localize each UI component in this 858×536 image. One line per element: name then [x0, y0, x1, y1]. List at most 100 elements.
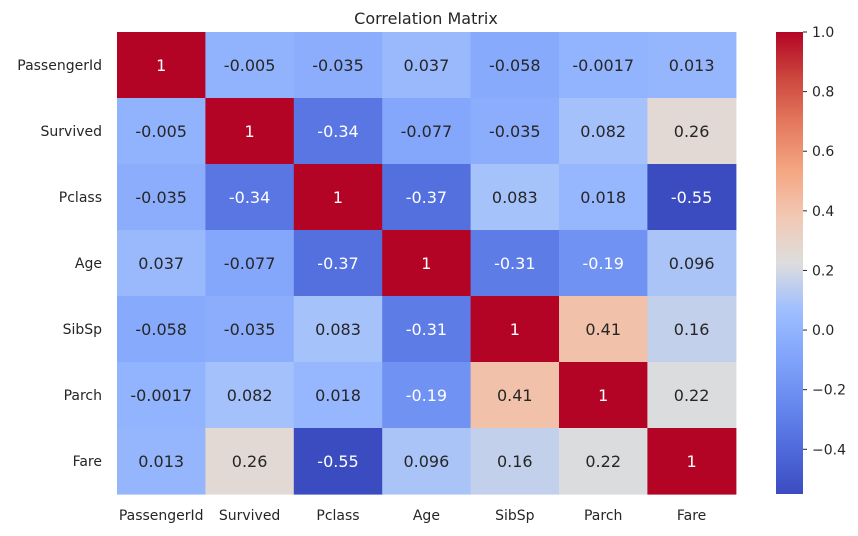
heatmap-cell-5-0: [117, 362, 206, 429]
cell-value-label-5-0: -0.0017: [130, 386, 192, 405]
heatmap-cell-2-2: [293, 164, 383, 231]
cell-value-label-1-5: 0.082: [580, 122, 626, 141]
cell-value-label-4-0: -0.058: [135, 320, 187, 339]
cell-value-label-3-1: -0.077: [224, 254, 276, 273]
cell-value-label-2-3: -0.37: [406, 188, 447, 207]
heatmap-cell-1-4: [470, 98, 560, 165]
cell-value-label-2-2: 1: [333, 188, 343, 207]
y-tick-label-3: Age: [75, 256, 102, 272]
heatmap-cell-5-1: [205, 362, 295, 429]
cell-value-label-3-5: -0.19: [582, 254, 623, 273]
heatmap-cell-4-6: [647, 296, 737, 363]
x-tick-label-1: Survived: [219, 508, 280, 524]
cell-value-label-2-4: 0.083: [492, 188, 538, 207]
x-tick-label-3: Age: [413, 508, 440, 524]
cell-value-label-4-2: 0.083: [315, 320, 361, 339]
cell-value-label-5-6: 0.22: [674, 386, 710, 405]
colorbar-tick-label-6: −0.2: [812, 383, 846, 399]
heatmap-cell-0-6: [647, 32, 737, 99]
heatmap-cell-3-5: [559, 230, 648, 297]
heatmap-cell-1-3: [382, 98, 472, 165]
x-tick-label-2: Pclass: [316, 508, 359, 524]
heatmap-cell-5-2: [293, 362, 383, 429]
cell-value-label-1-0: -0.005: [135, 122, 187, 141]
cell-value-label-1-6: 0.26: [674, 122, 710, 141]
cell-value-label-4-4: 1: [510, 320, 520, 339]
cell-value-label-0-4: -0.058: [489, 56, 541, 75]
cell-value-label-4-3: -0.31: [406, 320, 447, 339]
cell-value-label-4-1: -0.035: [224, 320, 276, 339]
colorbar-tick-label-4: 0.2: [812, 263, 834, 279]
cell-value-label-2-5: 0.018: [580, 188, 626, 207]
cell-value-label-1-3: -0.077: [401, 122, 453, 141]
heatmap-cell-6-6: [647, 428, 737, 495]
y-tick-label-1: Survived: [41, 124, 102, 140]
x-tick-label-0: PassengerId: [119, 508, 204, 524]
cell-value-label-1-1: 1: [245, 122, 255, 141]
heatmap-cell-0-3: [382, 32, 472, 99]
heatmap-cell-0-1: [205, 32, 295, 99]
heatmap-cell-2-4: [470, 164, 560, 231]
cell-value-label-6-1: 0.26: [232, 452, 268, 471]
heatmap-cell-3-2: [293, 230, 383, 297]
heatmap-cell-6-2: [293, 428, 383, 495]
cell-value-label-2-1: -0.34: [229, 188, 270, 207]
cell-value-label-4-5: 0.41: [585, 320, 621, 339]
cell-value-label-0-5: -0.0017: [572, 56, 634, 75]
heatmap-cell-1-2: [293, 98, 383, 165]
cell-value-label-6-3: 0.096: [403, 452, 449, 471]
cell-value-label-3-3: 1: [421, 254, 431, 273]
colorbar-tick-label-2: 0.6: [812, 144, 834, 160]
heatmap-cell-2-6: [647, 164, 737, 231]
colorbar-tick-label-5: 0.0: [812, 323, 834, 339]
x-tick-label-6: Fare: [677, 508, 706, 524]
cell-value-label-5-3: -0.19: [406, 386, 447, 405]
heatmap-cell-5-6: [647, 362, 737, 429]
heatmap-cells: [117, 32, 737, 495]
cell-value-label-0-6: 0.013: [669, 56, 715, 75]
heatmap-cell-2-3: [382, 164, 472, 231]
heatmap-cell-4-3: [382, 296, 472, 363]
cell-value-label-5-4: 0.41: [497, 386, 533, 405]
heatmap-cell-1-6: [647, 98, 737, 165]
colorbar-tick-label-3: 0.4: [812, 204, 834, 220]
cell-value-label-6-0: 0.013: [138, 452, 184, 471]
heatmap-cell-6-3: [382, 428, 472, 495]
heatmap-cell-4-4: [470, 296, 560, 363]
heatmap-cell-0-2: [293, 32, 383, 99]
y-tick-label-5: Parch: [64, 388, 102, 404]
x-axis-tick-labels: PassengerId Survived Pclass Age SibSp Parch Fa…: [119, 508, 706, 524]
chart-title: Correlation Matrix: [354, 9, 498, 28]
heatmap-cell-3-0: [117, 230, 206, 297]
colorbar-tick-label-1: 0.8: [812, 85, 834, 101]
cell-value-label-1-4: -0.035: [489, 122, 541, 141]
colorbar-gradient: [776, 32, 803, 494]
cell-value-label-6-6: 1: [687, 452, 697, 471]
y-axis-tick-labels: PassengerId Survived Pclass Age SibSp Parch Fa…: [17, 58, 102, 470]
y-tick-label-6: Fare: [73, 454, 102, 470]
heatmap-cell-3-3: [382, 230, 472, 297]
heatmap-cell-4-0: [117, 296, 206, 363]
heatmap-cell-3-1: [205, 230, 295, 297]
cell-value-label-5-1: 0.082: [227, 386, 273, 405]
heatmap-cell-2-1: [205, 164, 295, 231]
cell-value-label-2-0: -0.035: [135, 188, 187, 207]
cell-value-label-3-0: 0.037: [138, 254, 184, 273]
heatmap-cell-1-1: [205, 98, 295, 165]
heatmap-cell-4-5: [559, 296, 648, 363]
heatmap-cell-5-4: [470, 362, 560, 429]
cell-value-label-4-6: 0.16: [674, 320, 710, 339]
colorbar: 1.0 0.8 0.6 0.4 0.2 0.0 −0.2 −0.4: [776, 25, 846, 494]
heatmap-cell-4-2: [293, 296, 383, 363]
heatmap-cell-3-4: [470, 230, 560, 297]
cell-value-label-3-4: -0.31: [494, 254, 535, 273]
cell-value-label-6-5: 0.22: [585, 452, 621, 471]
y-tick-label-2: Pclass: [59, 190, 102, 206]
cell-value-label-0-0: 1: [156, 56, 166, 75]
heatmap-cell-6-1: [205, 428, 295, 495]
cell-value-label-0-2: -0.035: [312, 56, 364, 75]
heatmap-cell-3-6: [647, 230, 737, 297]
cell-value-label-6-2: -0.55: [317, 452, 358, 471]
